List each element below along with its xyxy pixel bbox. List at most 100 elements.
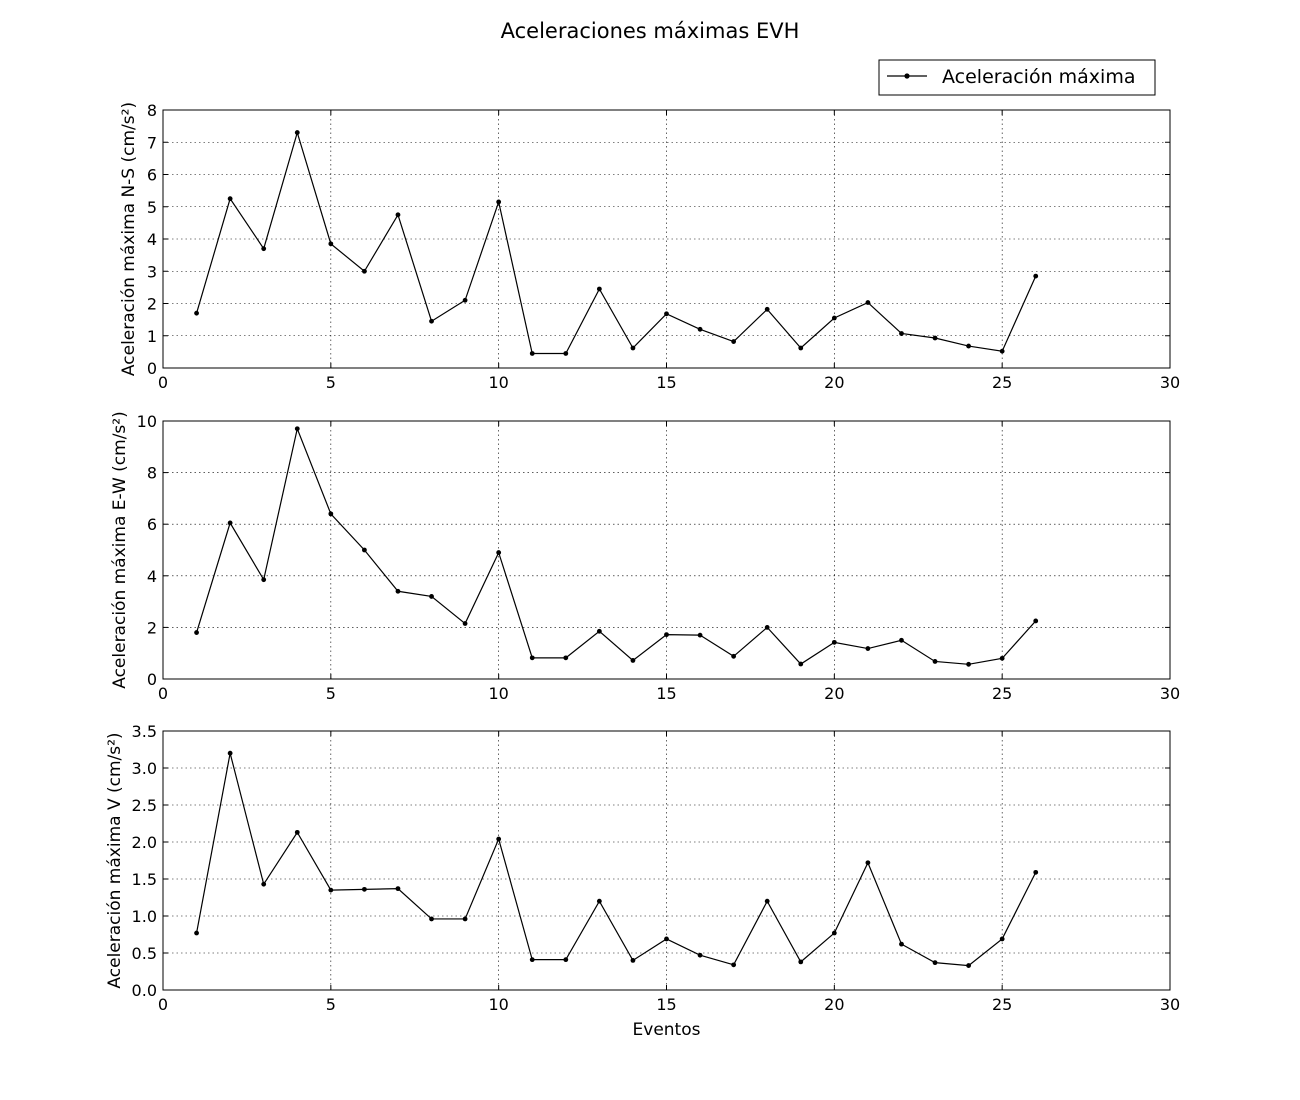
ns-point-2 <box>227 196 233 202</box>
v-x-axis-label: Eventos <box>633 1020 701 1040</box>
ew-x-tick-label-6: 30 <box>1160 684 1180 703</box>
v-x-tick-label-6: 30 <box>1160 995 1180 1014</box>
v-y-axis-label: Aceleración máxima V (cm/s²) <box>105 732 125 988</box>
ns-y-tick-label-4: 4 <box>147 230 157 249</box>
ew-x-tick-label-3: 15 <box>656 684 676 703</box>
v-point-23 <box>932 960 938 966</box>
ew-point-10 <box>496 550 502 555</box>
ew-point-25 <box>999 655 1005 661</box>
v-point-3 <box>261 881 267 887</box>
subplot-ew: 0 5 10 15 20 25 30 0 2 4 6 8 10 Aceleración máxima E-… <box>110 411 1180 703</box>
ew-series-line <box>195 426 1037 665</box>
ns-point-16 <box>697 326 703 332</box>
ns-point-8 <box>429 318 434 324</box>
v-point-18 <box>764 898 770 904</box>
v-y-tick-label-2: 1.0 <box>132 907 157 926</box>
v-y-tick-label-1: 0.5 <box>132 944 157 963</box>
ns-point-14 <box>630 345 636 351</box>
ns-point-7 <box>395 212 401 218</box>
v-x-tick-label-0: 0 <box>158 995 168 1014</box>
ns-y-tick-label-5: 5 <box>147 198 157 217</box>
v-x-tick-label-3: 15 <box>656 995 676 1014</box>
ew-point-4 <box>294 426 300 432</box>
ns-y-tick-label-8: 8 <box>147 101 157 120</box>
ew-y-tick-label-0: 0 <box>147 670 157 689</box>
ew-point-21 <box>865 646 871 651</box>
ew-y-tick-label-2: 4 <box>147 567 157 586</box>
v-y-tick-label-7: 3.5 <box>132 722 157 741</box>
ew-y-tick-label-4: 8 <box>147 464 157 483</box>
v-point-19 <box>798 959 804 965</box>
ns-point-19 <box>798 345 804 351</box>
v-point-24 <box>966 963 971 968</box>
legend: Aceleración máxima <box>878 59 1156 96</box>
ew-point-20 <box>831 639 837 645</box>
ns-point-24 <box>966 343 971 349</box>
legend-marker-sample <box>904 73 910 79</box>
v-x-tick-label-5: 25 <box>992 995 1012 1014</box>
v-point-21 <box>865 860 871 866</box>
ns-point-10 <box>496 199 502 205</box>
ew-y-tick-label-3: 6 <box>147 515 157 534</box>
ew-point-3 <box>261 577 267 583</box>
ew-y-tick-label-1: 2 <box>147 618 157 637</box>
legend-label: Aceleración máxima <box>942 66 1135 88</box>
ew-point-7 <box>395 588 401 594</box>
ns-point-20 <box>831 315 837 321</box>
v-point-22 <box>899 941 904 947</box>
ew-x-tick-label-0: 0 <box>158 684 168 703</box>
ew-point-17 <box>731 653 737 659</box>
ns-point-5 <box>328 241 334 247</box>
ns-y-tick-label-1: 1 <box>147 327 157 346</box>
v-y-tick-label-3: 1.5 <box>132 870 157 889</box>
ew-point-12 <box>563 655 569 661</box>
ew-point-9 <box>462 621 468 626</box>
v-point-15 <box>664 936 669 942</box>
ew-point-13 <box>596 628 602 634</box>
v-y-tick-label-4: 2.0 <box>132 833 157 852</box>
v-point-1 <box>194 930 199 936</box>
ns-point-25 <box>999 348 1005 354</box>
legend-frame <box>878 59 1156 96</box>
v-point-2 <box>227 750 233 756</box>
ns-point-6 <box>362 268 367 274</box>
ew-point-14 <box>630 658 636 663</box>
ns-point-17 <box>731 339 737 344</box>
ns-x-tick-label-6: 30 <box>1160 373 1180 392</box>
ew-point-26 <box>1033 618 1039 624</box>
ew-point-5 <box>328 511 334 517</box>
ns-point-26 <box>1033 273 1039 279</box>
ns-point-18 <box>764 306 770 312</box>
ns-point-1 <box>194 310 199 316</box>
ns-point-9 <box>462 297 468 303</box>
v-series-line <box>195 753 1037 967</box>
v-point-11 <box>529 957 535 963</box>
ns-point-3 <box>261 246 267 252</box>
v-point-16 <box>697 952 703 958</box>
chart-title: Aceleraciones máximas EVH <box>501 19 800 43</box>
v-point-10 <box>496 836 502 842</box>
ew-y-axis-label: Aceleración máxima E-W (cm/s²) <box>110 411 130 689</box>
v-point-8 <box>429 916 434 922</box>
ew-point-22 <box>899 637 904 643</box>
ns-x-tick-label-2: 10 <box>488 373 508 392</box>
subplot-v: 0 5 10 15 20 25 30 0.0 0.5 1.0 1.5 2.0 2.5 3.0 3.5 Acel… <box>105 722 1180 1040</box>
v-x-tick-label-4: 20 <box>824 995 844 1014</box>
ns-y-tick-label-7: 7 <box>147 133 157 152</box>
ew-point-6 <box>362 547 367 553</box>
ns-point-12 <box>563 351 569 356</box>
ns-point-11 <box>529 351 535 356</box>
ew-y-tick-label-5: 10 <box>137 412 157 431</box>
ns-y-tick-label-6: 6 <box>147 166 157 185</box>
ns-x-tick-label-4: 20 <box>824 373 844 392</box>
ns-y-tick-label-0: 0 <box>147 359 157 378</box>
ns-x-tick-label-5: 25 <box>992 373 1012 392</box>
ew-x-tick-label-1: 5 <box>326 684 336 703</box>
ns-point-15 <box>664 311 669 317</box>
ew-point-24 <box>966 661 971 667</box>
v-point-25 <box>999 936 1005 942</box>
ns-y-tick-label-3: 3 <box>147 262 157 281</box>
ns-x-tick-label-3: 15 <box>656 373 676 392</box>
v-point-20 <box>831 930 837 936</box>
